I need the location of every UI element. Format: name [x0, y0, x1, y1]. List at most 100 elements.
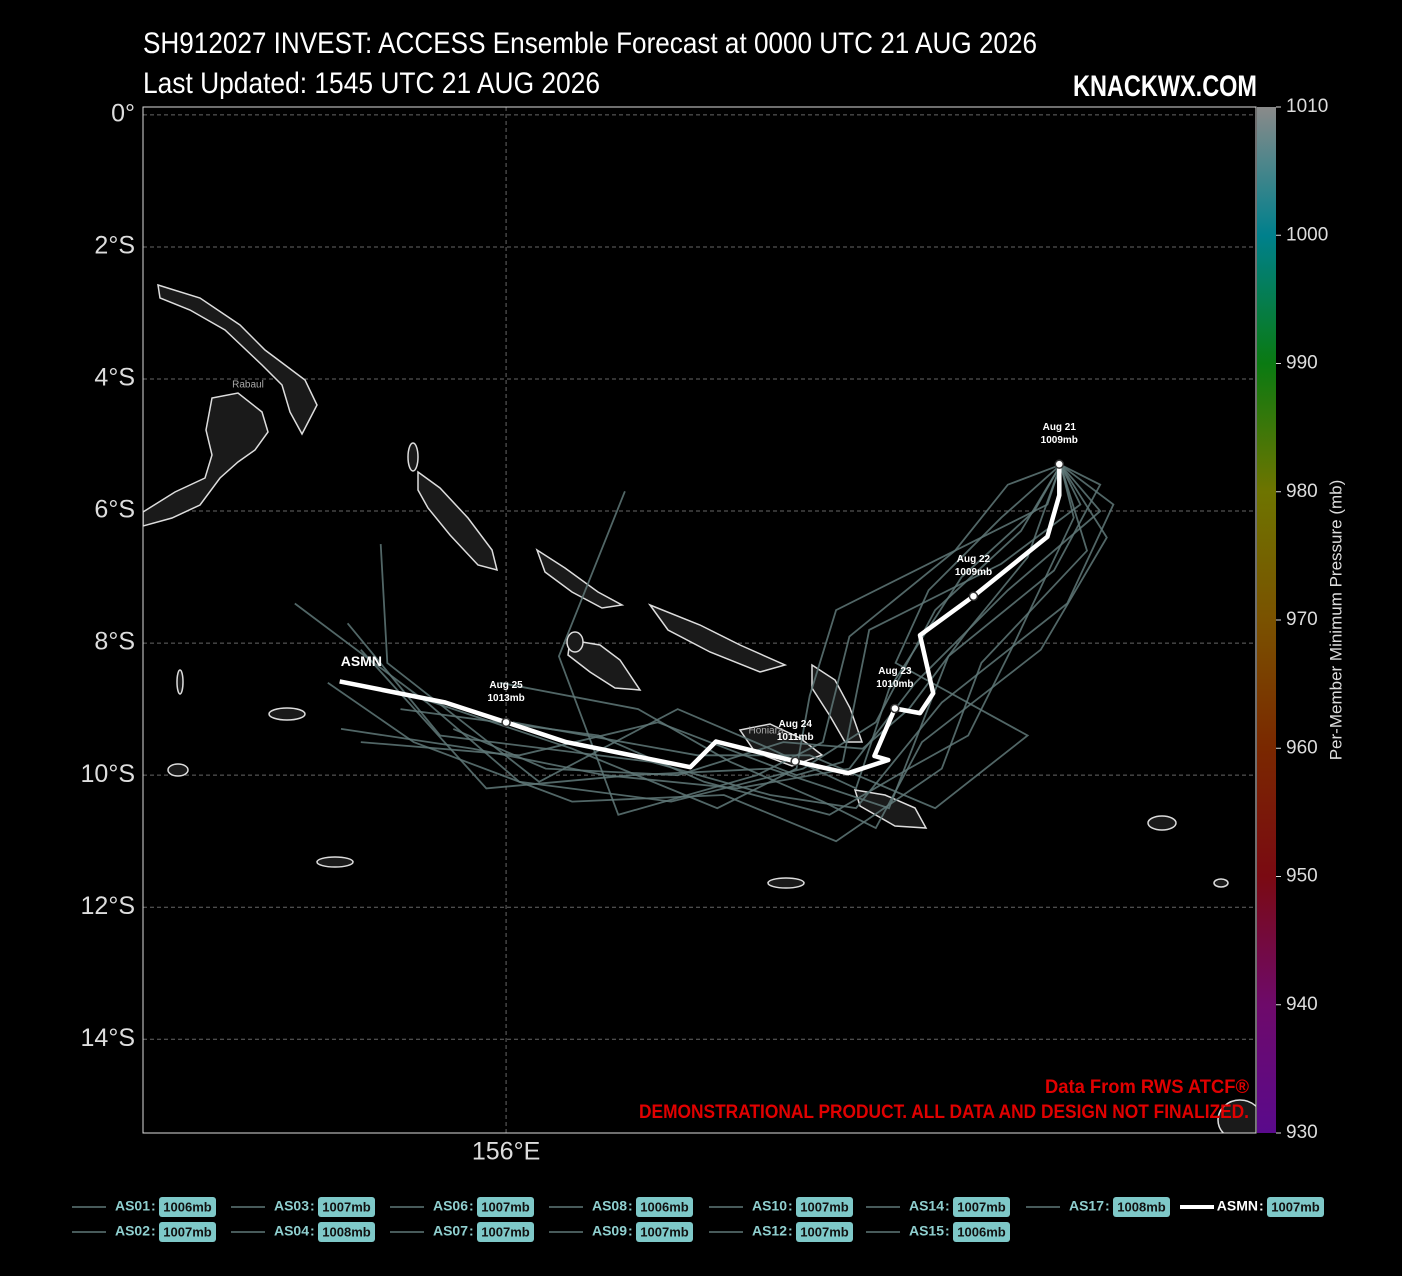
day-label: Aug 21 — [1043, 422, 1077, 433]
legend-pressure: 1007mb — [481, 1224, 529, 1239]
colorbar-tick-label: 940 — [1286, 994, 1318, 1015]
legend-pressure: 1007mb — [957, 1199, 1005, 1214]
pressure-label: 1013mb — [487, 693, 524, 704]
y-tick-label: 8°S — [94, 628, 135, 656]
legend-badge — [318, 1197, 375, 1217]
legend-name: AS03 — [274, 1198, 309, 1214]
y-tick-label: 4°S — [94, 364, 135, 392]
legend-badge — [636, 1222, 693, 1242]
pressure-label: 1010mb — [876, 679, 913, 690]
legend-name: AS15 — [909, 1223, 944, 1239]
colorbar-label: Per-Member Minimum Pressure (mb) — [1326, 480, 1345, 761]
legend-badge — [159, 1197, 216, 1217]
island — [157, 283, 318, 436]
member-track — [360, 463, 1102, 810]
legend-name: ASMN — [1217, 1198, 1258, 1214]
day-label: Aug 25 — [489, 680, 523, 691]
island — [143, 392, 269, 527]
colorbar-tick-label: 1010 — [1286, 96, 1328, 117]
legend-badge — [318, 1222, 375, 1242]
legend-name: AS07 — [433, 1223, 468, 1239]
track-point — [1054, 459, 1065, 469]
legend-pressure: 1006mb — [640, 1199, 688, 1214]
member-track — [452, 464, 1062, 777]
legend-name: AS10 — [752, 1198, 787, 1214]
y-tick-label: 10°S — [81, 760, 135, 788]
island — [647, 603, 788, 673]
island — [1213, 878, 1229, 888]
legend-colon: : — [945, 1198, 950, 1214]
track-point — [501, 717, 511, 728]
legend-badge — [1267, 1197, 1324, 1217]
legend-pressure: 1006mb — [957, 1224, 1005, 1239]
track-name: ASMN — [341, 653, 382, 669]
legend-badge — [477, 1222, 534, 1242]
legend-badge — [1113, 1197, 1170, 1217]
legend-badge — [159, 1222, 216, 1242]
island — [767, 877, 805, 889]
place-label: Honiara — [748, 726, 783, 737]
legend-colon: : — [628, 1198, 633, 1214]
pressure-label: 1009mb — [955, 567, 992, 578]
member-track — [512, 464, 1062, 810]
legend-colon: : — [469, 1223, 474, 1239]
legend-name: AS08 — [592, 1198, 627, 1214]
tracks — [294, 463, 1115, 843]
legend-name: AS04 — [274, 1223, 309, 1239]
member-track — [346, 464, 1115, 810]
legend-name: AS09 — [592, 1223, 627, 1239]
island — [1147, 815, 1177, 831]
source-note: Data From RWS ATCF® — [1045, 1077, 1249, 1098]
legend-name: AS17 — [1069, 1198, 1104, 1214]
day-label: Aug 24 — [779, 719, 813, 730]
colorbar-tick-label: 1000 — [1286, 224, 1328, 245]
pressure-label: 1011mb — [777, 732, 814, 743]
legend-name: AS02 — [115, 1223, 150, 1239]
island — [853, 789, 928, 829]
legend-name: AS01 — [115, 1198, 150, 1214]
island — [567, 639, 642, 691]
legend-pressure: 1007mb — [163, 1224, 211, 1239]
legend-pressure: 1008mb — [1117, 1199, 1165, 1214]
legend-name: AS06 — [433, 1198, 468, 1214]
legend-pressure: 1007mb — [800, 1224, 848, 1239]
y-tick-label: 6°S — [94, 496, 135, 524]
colorbar-tick-label: 970 — [1286, 609, 1318, 630]
member-track — [557, 463, 1061, 816]
y-tick-label: 12°S — [81, 892, 135, 920]
legend-colon: : — [788, 1223, 793, 1239]
colorbar-tick-label: 980 — [1286, 481, 1318, 502]
chart-title: SH912027 INVEST: ACCESS Ensemble Forecas… — [143, 27, 1037, 60]
colorbar-tick-label: 990 — [1286, 353, 1318, 374]
member-track — [360, 464, 1082, 777]
legend-pressure: 1006mb — [163, 1199, 211, 1214]
y-tick-label: 14°S — [81, 1024, 135, 1052]
island — [176, 669, 184, 695]
island — [417, 470, 499, 572]
legend-pressure: 1007mb — [640, 1224, 688, 1239]
island — [167, 763, 189, 777]
member-track — [294, 464, 1062, 803]
y-tick-label: 2°S — [94, 232, 135, 260]
legend-pressure: 1007mb — [481, 1199, 529, 1214]
legend-colon: : — [310, 1223, 315, 1239]
legend-pressure: 1007mb — [1271, 1199, 1319, 1214]
legend-colon: : — [1259, 1198, 1264, 1214]
legend-colon: : — [151, 1223, 156, 1239]
legend-pressure: 1007mb — [322, 1199, 370, 1214]
legend-colon: : — [788, 1198, 793, 1214]
island — [566, 631, 584, 653]
brand: KNACKWX.COM — [1073, 70, 1257, 103]
island — [268, 707, 306, 721]
legend-colon: : — [628, 1223, 633, 1239]
colorbar-tick-label: 960 — [1286, 737, 1318, 758]
member-track — [400, 464, 1075, 816]
legend-colon: : — [310, 1198, 315, 1214]
legend: AS01:1006mbAS02:1007mbAS03:1007mbAS04:10… — [72, 1197, 1324, 1242]
member-track — [379, 464, 1062, 790]
track-point — [890, 703, 900, 714]
colorbar-tick-label: 950 — [1286, 866, 1318, 887]
y-tick-label: 0° — [111, 100, 135, 128]
day-label: Aug 22 — [957, 554, 991, 565]
